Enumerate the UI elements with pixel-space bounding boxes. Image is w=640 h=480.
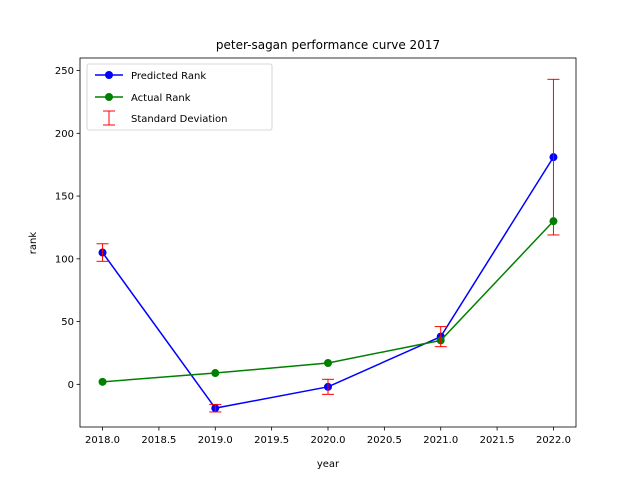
legend-box [86, 63, 273, 131]
plot-area [96, 78, 560, 413]
x-tick-label: 2020.5 [367, 435, 402, 446]
y-tick-label: 250 [55, 66, 74, 77]
legend-marker [105, 93, 113, 101]
y-axis: 0 50 100 150 200 250 [55, 66, 80, 391]
legend-label: Predicted Rank [131, 71, 206, 82]
x-tick-label: 2019.0 [198, 435, 233, 446]
y-tick-label: 50 [61, 317, 74, 328]
legend-label: Actual Rank [131, 93, 191, 104]
actual-rank-point [324, 358, 332, 367]
legend-label: Standard Deviation [131, 114, 228, 125]
x-tick-label: 2021.0 [423, 435, 458, 446]
y-tick-label: 0 [68, 380, 74, 391]
x-tick-label: 2020.0 [311, 435, 346, 446]
x-tick-label: 2021.5 [480, 435, 515, 446]
y-axis-label: rank [28, 232, 39, 255]
x-tick-label: 2018.5 [141, 435, 176, 446]
y-tick-label: 150 [55, 192, 74, 203]
x-axis-label: year [317, 459, 340, 470]
chart-title: peter-sagan performance curve 2017 [216, 38, 440, 52]
legend: Predicted Rank Actual Rank Standard Deviat… [86, 63, 273, 131]
x-tick-label: 2022.0 [536, 435, 571, 446]
legend-marker [105, 71, 113, 79]
actual-rank-point [211, 369, 220, 378]
x-tick-label: 2018.0 [85, 435, 120, 446]
y-tick-label: 200 [55, 129, 74, 140]
y-tick-label: 100 [55, 254, 74, 265]
x-tick-label: 2019.5 [254, 435, 289, 446]
x-axis: 2018.0 2018.5 2019.0 2019.5 2020.0 2020.5 2021… [85, 427, 571, 446]
actual-rank-point [98, 377, 107, 386]
